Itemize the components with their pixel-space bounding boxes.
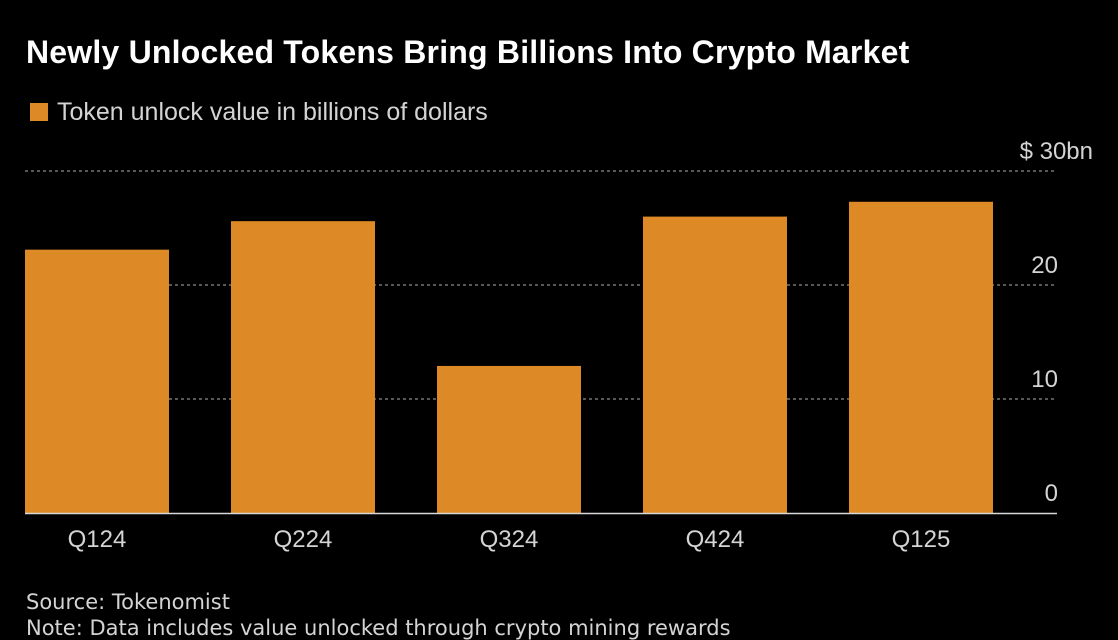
x-tick-label: Q124 <box>68 526 127 553</box>
legend-swatch <box>30 103 48 121</box>
chart-legend: Token unlock value in billions of dollar… <box>30 97 488 127</box>
x-tick-label: Q424 <box>686 526 745 553</box>
bar-q125 <box>849 201 993 513</box>
legend-label: Token unlock value in billions of dollar… <box>57 97 488 126</box>
bar-q424 <box>643 216 787 513</box>
x-tick-label: Q125 <box>892 526 951 553</box>
bars <box>25 201 993 513</box>
y-tick-label: 20 <box>1031 252 1058 279</box>
x-tick-label: Q324 <box>480 526 539 553</box>
chart-title: Newly Unlocked Tokens Bring Billions Int… <box>26 34 910 70</box>
bar-q324 <box>437 365 581 513</box>
source-note: Source: Tokenomist <box>26 590 230 614</box>
bar-q124 <box>25 249 169 513</box>
x-tick-label: Q224 <box>274 526 333 553</box>
y-tick-label: 10 <box>1031 366 1058 393</box>
footnote: Note: Data includes value unlocked throu… <box>26 616 731 640</box>
y-axis-ticks: 0 10 20 $ 30bn <box>1020 138 1093 507</box>
bar-q224 <box>231 221 375 513</box>
y-tick-label: 0 <box>1045 480 1058 507</box>
y-tick-label: $ 30bn <box>1020 138 1093 165</box>
x-axis-ticks: Q124 Q224 Q324 Q424 Q125 <box>68 526 951 553</box>
